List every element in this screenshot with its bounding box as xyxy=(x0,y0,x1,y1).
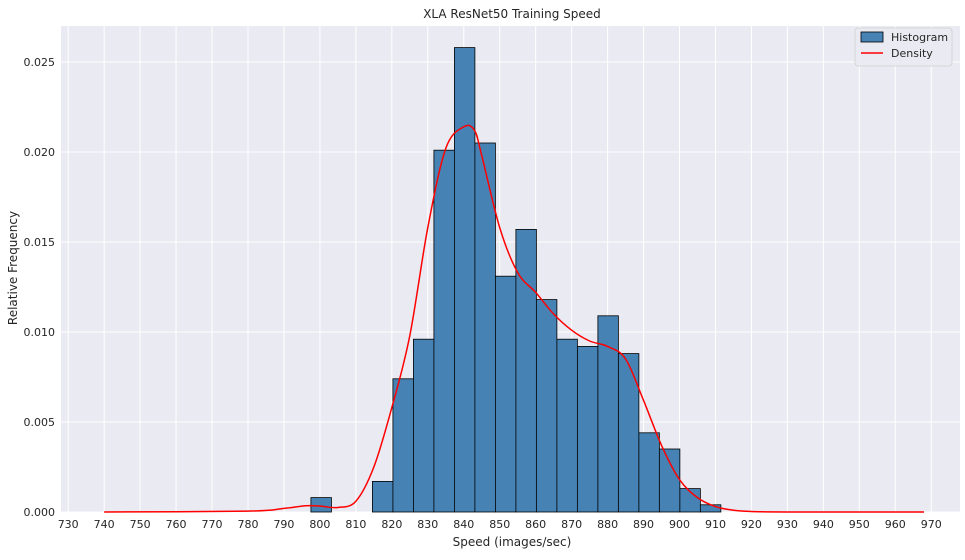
x-tick-label: 870 xyxy=(561,518,582,531)
x-tick-label: 840 xyxy=(453,518,474,531)
histogram-bar xyxy=(454,47,476,513)
histogram-bar xyxy=(515,228,537,513)
y-tick-label: 0.015 xyxy=(24,236,56,249)
histogram-bar xyxy=(556,338,578,513)
histogram-bar xyxy=(597,315,619,513)
histogram-bar xyxy=(658,448,681,513)
y-tick-label: 0.005 xyxy=(24,416,56,429)
histogram-bar xyxy=(638,432,660,513)
density-line xyxy=(104,124,925,513)
x-tick-label: 850 xyxy=(489,518,510,531)
x-tick-label: 790 xyxy=(273,518,294,531)
x-tick-label: 820 xyxy=(381,518,402,531)
x-axis-ticks: 730 740 750 760 770 780 790 800 810 820 830 840 850 8… xyxy=(58,518,942,531)
histogram-bar xyxy=(494,275,517,513)
x-tick-label: 940 xyxy=(813,518,834,531)
histogram-bar xyxy=(310,497,332,513)
x-tick-label: 740 xyxy=(94,518,115,531)
y-tick-label: 0.010 xyxy=(24,326,56,339)
x-tick-label: 830 xyxy=(417,518,438,531)
x-axis-label: Speed (images/sec) xyxy=(453,535,572,549)
histogram-bar xyxy=(372,480,394,513)
histogram-bar xyxy=(413,338,435,513)
x-tick-label: 950 xyxy=(849,518,870,531)
y-axis-label: Relative Frequency xyxy=(6,211,20,325)
x-tick-label: 910 xyxy=(705,518,726,531)
y-tick-label: 0.020 xyxy=(24,146,56,159)
x-tick-label: 900 xyxy=(669,518,690,531)
x-tick-label: 780 xyxy=(237,518,258,531)
histogram-bar xyxy=(535,299,558,513)
x-tick-label: 880 xyxy=(597,518,618,531)
x-tick-label: 770 xyxy=(202,518,223,531)
x-tick-label: 930 xyxy=(777,518,798,531)
x-tick-label: 920 xyxy=(741,518,762,531)
y-tick-label: 0.000 xyxy=(24,506,56,519)
x-tick-label: 750 xyxy=(130,518,151,531)
x-tick-label: 860 xyxy=(525,518,546,531)
legend-histogram-label: Histogram xyxy=(891,31,948,44)
x-tick-label: 810 xyxy=(345,518,366,531)
histogram-bar xyxy=(617,353,640,513)
y-axis-ticks: 0.000 0.005 0.010 0.015 0.020 0.025 xyxy=(24,56,56,519)
x-tick-label: 890 xyxy=(633,518,654,531)
histogram-bar xyxy=(699,504,722,513)
histogram-bar xyxy=(433,149,455,513)
x-tick-label: 970 xyxy=(921,518,942,531)
x-tick-label: 730 xyxy=(58,518,79,531)
density-layer xyxy=(104,124,925,513)
y-tick-label: 0.025 xyxy=(24,56,56,69)
legend: Histogram Density xyxy=(854,27,953,67)
histogram-bar xyxy=(392,378,414,513)
histogram-bar xyxy=(576,345,599,513)
x-tick-label: 960 xyxy=(885,518,906,531)
legend-density-label: Density xyxy=(891,47,933,60)
histogram-bars xyxy=(310,47,722,513)
chart-title: XLA ResNet50 Training Speed xyxy=(423,7,601,21)
x-tick-label: 760 xyxy=(166,518,187,531)
legend-histogram-swatch xyxy=(860,31,884,43)
x-tick-label: 800 xyxy=(309,518,330,531)
